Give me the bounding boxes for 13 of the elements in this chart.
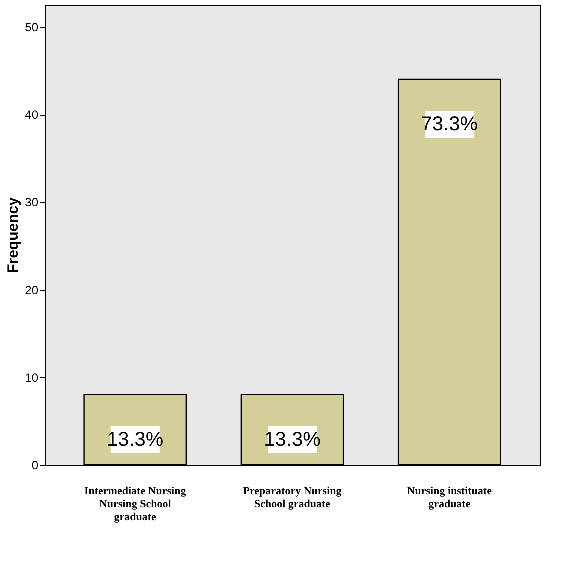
annotation: 13.3%	[107, 428, 164, 451]
x-tick-label: Intermediate Nursing Nursing School graduate	[84, 486, 187, 524]
y-tick-label: 40	[25, 108, 39, 122]
y-tick-label: 0	[32, 458, 39, 472]
x-tick-label: Preparatory Nursing School graduate	[243, 486, 342, 510]
y-tick-label: 50	[25, 20, 39, 34]
annotation: 13.3%	[264, 428, 322, 451]
y-axis-title: Frequency	[5, 196, 22, 274]
y-tick-label: 20	[25, 283, 39, 298]
y-tick-label: 10	[25, 370, 39, 385]
y-tick-label: 30	[25, 196, 39, 210]
x-tick-label: Nursing instituate graduate	[407, 486, 492, 510]
annotation: 73.3%	[421, 113, 478, 136]
